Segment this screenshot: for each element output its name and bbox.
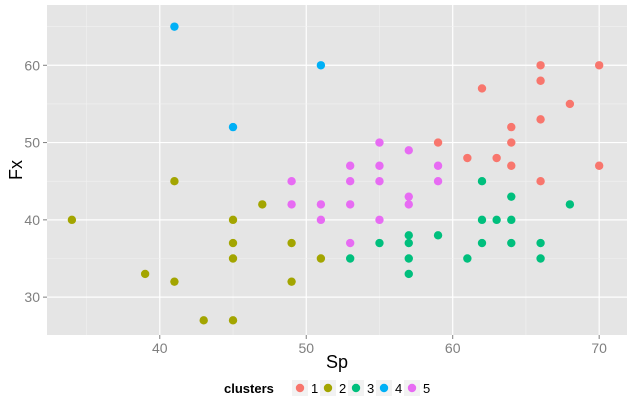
data-point-cluster-3 bbox=[477, 215, 487, 225]
legend-key-5 bbox=[407, 383, 417, 393]
data-point-cluster-2 bbox=[67, 215, 77, 225]
data-point-cluster-1 bbox=[507, 138, 516, 147]
legend-label: 1 bbox=[311, 381, 318, 396]
data-point-cluster-2 bbox=[140, 269, 150, 279]
data-point-cluster-3 bbox=[492, 215, 501, 225]
legend-key-1 bbox=[295, 383, 305, 393]
data-point-cluster-1 bbox=[536, 76, 545, 85]
legend-title: clusters bbox=[224, 381, 274, 396]
data-point-cluster-1 bbox=[477, 84, 487, 93]
legend-label: 4 bbox=[395, 381, 402, 396]
data-point-cluster-3 bbox=[536, 254, 545, 263]
data-point-cluster-2 bbox=[287, 277, 296, 286]
data-point-cluster-1 bbox=[492, 153, 501, 163]
data-point-cluster-1 bbox=[536, 61, 545, 70]
data-point-cluster-4 bbox=[316, 61, 326, 70]
data-point-cluster-2 bbox=[258, 200, 267, 209]
data-point-cluster-3 bbox=[536, 238, 545, 248]
data-point-cluster-3 bbox=[375, 238, 384, 248]
data-point-cluster-5 bbox=[433, 177, 443, 186]
data-point-cluster-5 bbox=[404, 192, 413, 201]
legend-key-2 bbox=[323, 383, 333, 393]
data-point-cluster-2 bbox=[316, 254, 326, 263]
data-point-cluster-5 bbox=[316, 215, 326, 225]
data-point-cluster-1 bbox=[433, 138, 443, 147]
data-point-cluster-3 bbox=[565, 200, 575, 209]
legend-label: 2 bbox=[339, 381, 346, 396]
data-point-cluster-5 bbox=[345, 238, 355, 248]
data-point-cluster-1 bbox=[507, 122, 516, 132]
data-point-cluster-5 bbox=[375, 177, 384, 186]
data-point-cluster-3 bbox=[404, 231, 413, 240]
x-tick-label: 60 bbox=[445, 340, 461, 356]
x-tick-label: 50 bbox=[298, 340, 314, 356]
data-point-cluster-1 bbox=[507, 161, 516, 170]
x-axis-title: Sp bbox=[326, 352, 348, 372]
data-point-cluster-5 bbox=[345, 177, 355, 186]
data-point-cluster-5 bbox=[287, 200, 296, 209]
data-point-cluster-5 bbox=[316, 200, 326, 209]
data-point-cluster-2 bbox=[228, 215, 238, 225]
data-point-cluster-4 bbox=[170, 22, 179, 31]
data-point-cluster-1 bbox=[565, 99, 575, 109]
legend-label: 3 bbox=[367, 381, 374, 396]
data-point-cluster-1 bbox=[463, 153, 472, 163]
data-point-cluster-3 bbox=[404, 238, 413, 248]
plot-panel bbox=[47, 5, 627, 335]
data-point-cluster-3 bbox=[404, 269, 413, 279]
x-tick-label: 70 bbox=[591, 340, 607, 356]
data-point-cluster-2 bbox=[228, 238, 238, 248]
y-axis-title: Fx bbox=[6, 160, 26, 180]
data-point-cluster-3 bbox=[404, 254, 413, 263]
data-point-cluster-5 bbox=[375, 138, 384, 147]
data-point-cluster-1 bbox=[536, 177, 545, 186]
data-point-cluster-3 bbox=[433, 231, 443, 240]
data-point-cluster-5 bbox=[345, 161, 355, 170]
data-point-cluster-2 bbox=[170, 177, 179, 186]
data-point-cluster-5 bbox=[375, 161, 384, 170]
data-point-cluster-3 bbox=[507, 215, 516, 225]
data-point-cluster-5 bbox=[404, 146, 413, 155]
data-point-cluster-5 bbox=[404, 200, 413, 209]
y-tick-label: 30 bbox=[24, 289, 40, 305]
data-point-cluster-1 bbox=[536, 115, 545, 124]
data-point-cluster-3 bbox=[507, 192, 516, 201]
data-point-cluster-3 bbox=[477, 238, 487, 248]
data-point-cluster-3 bbox=[477, 177, 487, 186]
y-tick-label: 40 bbox=[24, 212, 40, 228]
data-point-cluster-2 bbox=[228, 254, 238, 263]
data-point-cluster-3 bbox=[507, 238, 516, 248]
x-tick-label: 40 bbox=[152, 340, 168, 356]
y-tick-label: 50 bbox=[24, 135, 40, 151]
legend-key-3 bbox=[351, 383, 361, 393]
legend-label: 5 bbox=[423, 381, 430, 396]
data-point-cluster-5 bbox=[287, 177, 296, 186]
data-point-cluster-4 bbox=[228, 122, 238, 132]
legend-key-4 bbox=[379, 383, 389, 393]
data-point-cluster-5 bbox=[433, 161, 443, 170]
data-point-cluster-2 bbox=[287, 238, 296, 248]
data-point-cluster-2 bbox=[228, 316, 238, 325]
data-point-cluster-1 bbox=[594, 161, 604, 170]
data-point-cluster-5 bbox=[345, 200, 355, 209]
data-point-cluster-1 bbox=[594, 61, 604, 70]
data-point-cluster-3 bbox=[345, 254, 355, 263]
y-tick-label: 60 bbox=[24, 57, 40, 73]
data-point-cluster-5 bbox=[375, 215, 384, 225]
data-point-cluster-2 bbox=[199, 316, 208, 325]
data-point-cluster-2 bbox=[170, 277, 179, 286]
data-point-cluster-3 bbox=[463, 254, 472, 263]
